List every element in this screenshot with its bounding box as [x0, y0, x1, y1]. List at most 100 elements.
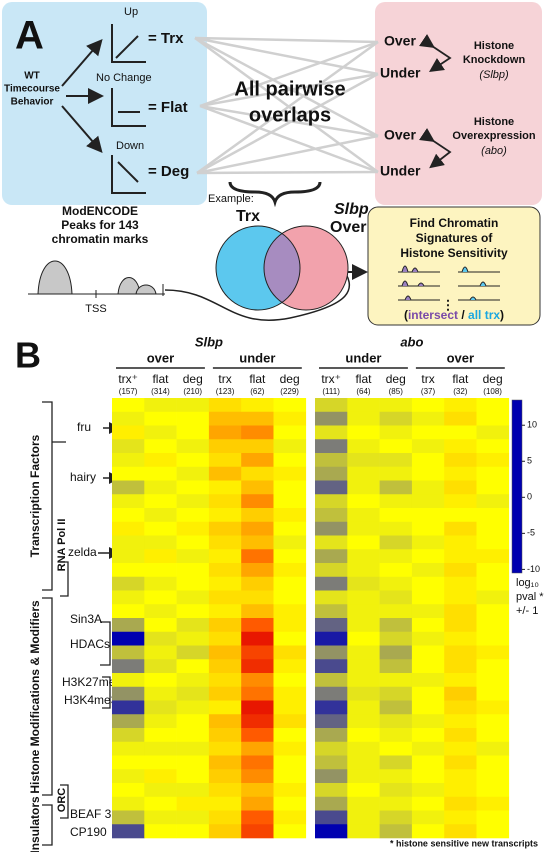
example-label: Example: — [208, 193, 254, 205]
heatmap-cell — [347, 439, 380, 454]
heatmap-cell — [347, 659, 380, 674]
heatmap-cell — [176, 755, 210, 770]
heatmap-cell — [315, 521, 348, 536]
heatmap-cell — [411, 480, 445, 495]
heatmap-cell — [241, 631, 274, 646]
heatmap-cell — [112, 728, 145, 743]
heatmap-cell — [208, 480, 242, 495]
colorbar-label: log₁₀ — [516, 577, 539, 589]
heatmap-cell — [476, 576, 510, 591]
heatmap-cell — [273, 645, 307, 660]
heatmap-cell — [315, 494, 348, 509]
heatmap-cell — [476, 563, 510, 578]
heatmap-cell — [411, 714, 445, 729]
heatmap-cell — [112, 494, 145, 509]
heatmap-cell — [315, 796, 348, 811]
heatmap-cell — [411, 686, 445, 701]
heatmap-cell — [315, 755, 348, 770]
heatmap-cell — [379, 604, 413, 619]
heatmap-cell — [411, 439, 445, 454]
heatmap-cell — [379, 686, 413, 701]
heatmap-cell — [444, 411, 477, 426]
heatmap-cell — [347, 673, 380, 688]
heatmap-cell — [176, 425, 210, 440]
modencode-label: chromatin marks — [52, 232, 149, 246]
heatmap-cell — [476, 673, 510, 688]
heatmap-cell — [476, 755, 510, 770]
trend-class: = Flat — [148, 99, 188, 116]
heatmap-cell — [273, 521, 307, 536]
trend-name: Up — [124, 6, 138, 18]
heatmap-cell — [273, 618, 307, 633]
heatmap-cell — [315, 411, 348, 426]
heatmap-cell — [241, 741, 274, 756]
heatmap-cell — [273, 796, 307, 811]
heatmap-cell — [273, 549, 307, 564]
heatmap-cell — [315, 673, 348, 688]
heatmap-cell — [444, 810, 477, 825]
heatmap-cell — [144, 563, 177, 578]
heatmap-cell — [347, 686, 380, 701]
ratio-label: (intersect / all trx) — [404, 308, 504, 322]
histone-label: Overexpression — [452, 130, 535, 142]
group-label: under — [239, 350, 275, 365]
heatmap-cell — [112, 439, 145, 454]
heatmap-cell — [144, 535, 177, 550]
heatmap-cell — [144, 755, 177, 770]
heatmap-cell — [411, 563, 445, 578]
heatmap-cell — [241, 494, 274, 509]
heatmap-cell — [444, 604, 477, 619]
column-count: (62) — [250, 387, 265, 396]
heatmap-cell — [208, 645, 242, 660]
heatmap-cell — [379, 700, 413, 715]
gene-label: Sin3A — [70, 612, 102, 626]
heatmap-cell — [315, 659, 348, 674]
heatmap-cell — [411, 453, 445, 468]
heatmap-cell — [444, 645, 477, 660]
heatmap-cell — [315, 398, 348, 413]
heatmap-cell — [208, 783, 242, 798]
column-label: deg — [386, 372, 406, 386]
heatmap-cell — [176, 411, 210, 426]
heatmap-cell — [144, 645, 177, 660]
tss-label: TSS — [85, 303, 106, 315]
heatmap-cell — [444, 728, 477, 743]
heatmap-cell — [444, 769, 477, 784]
heatmap-cell — [208, 824, 242, 839]
heatmap-cell — [379, 466, 413, 481]
trend-name: Down — [116, 140, 144, 152]
heatmap-cell — [144, 576, 177, 591]
heatmap-cell — [208, 631, 242, 646]
heatmap-cell — [241, 535, 274, 550]
heatmap-cell — [315, 700, 348, 715]
heatmap-cell — [411, 508, 445, 523]
heatmap-cell — [273, 741, 307, 756]
trend-arrows — [61, 24, 146, 194]
heatmap-cell — [347, 535, 380, 550]
heatmap-cell — [347, 590, 380, 605]
heatmap-cell — [315, 714, 348, 729]
wt-label: Timecourse — [4, 84, 60, 95]
heatmap-cell — [208, 590, 242, 605]
heatmap-cell — [273, 480, 307, 495]
heatmap-cell — [315, 741, 348, 756]
heatmap-cell — [176, 549, 210, 564]
heatmap-cell — [241, 508, 274, 523]
heatmap-cell — [112, 755, 145, 770]
heatmap-cell — [208, 618, 242, 633]
heatmap-cell — [144, 783, 177, 798]
panel-title: Slbp — [195, 334, 223, 349]
wt-label: WT — [24, 71, 40, 82]
heatmap-cell — [208, 439, 242, 454]
gene-label: H3K4me3 — [64, 693, 118, 707]
heatmap-cell — [144, 439, 177, 454]
heatmap-cell — [411, 604, 445, 619]
heatmap-cell — [241, 576, 274, 591]
column-count: (157) — [119, 387, 138, 396]
heatmap-cell — [176, 700, 210, 715]
heatmap-cell — [411, 466, 445, 481]
column-label: flat — [249, 372, 266, 386]
heatmap-cell — [444, 618, 477, 633]
heatmap-cell — [208, 576, 242, 591]
heatmap-cell — [144, 700, 177, 715]
